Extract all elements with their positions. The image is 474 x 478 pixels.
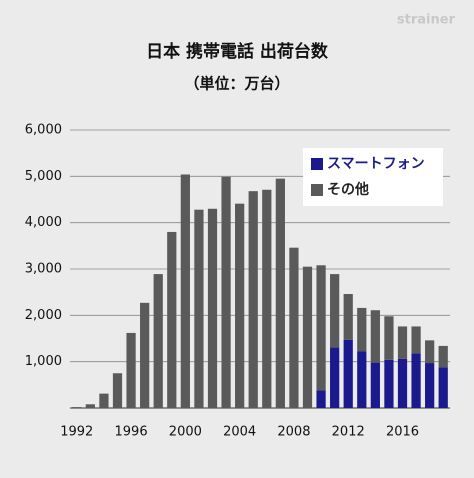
bar-segment xyxy=(343,294,353,340)
bar-segment xyxy=(221,176,231,408)
y-tick-label: 3,000 xyxy=(25,262,62,277)
bar-segment xyxy=(180,174,190,408)
x-tick-label: 1992 xyxy=(60,425,93,440)
legend-label: その他 xyxy=(327,181,369,198)
bar-segment xyxy=(126,332,136,408)
legend-swatch xyxy=(311,184,323,196)
bar-segment xyxy=(438,345,448,368)
bar-segment xyxy=(85,404,95,408)
watermark: strainer xyxy=(397,13,456,28)
bar-segment xyxy=(397,326,408,359)
bar-segment xyxy=(72,407,82,408)
bar-segment xyxy=(411,353,421,408)
bar-segment xyxy=(316,390,326,408)
bar-segment xyxy=(397,358,408,408)
bar-segment xyxy=(384,316,394,360)
bar-segment xyxy=(370,310,380,363)
x-tick-label: 2004 xyxy=(223,425,256,440)
x-tick-label: 2008 xyxy=(277,425,310,440)
x-tick-label: 2000 xyxy=(169,425,202,440)
y-tick-label: 2,000 xyxy=(25,308,62,323)
bar-segment xyxy=(140,302,150,408)
bar-segment xyxy=(438,367,448,408)
bar-segment xyxy=(275,178,285,408)
y-tick-label: 6,000 xyxy=(25,123,62,138)
bar-segment xyxy=(425,363,435,408)
legend-box xyxy=(303,148,443,206)
x-tick-label: 1996 xyxy=(115,425,148,440)
bar-segment xyxy=(357,351,367,408)
bar-segment xyxy=(235,203,245,408)
chart-subtitle: （単位：万台） xyxy=(184,75,289,93)
bar-segment xyxy=(194,209,204,408)
chart-title: 日本 携帯電話 出荷台数 xyxy=(146,41,329,62)
bar-segment xyxy=(112,373,123,408)
bar-segment xyxy=(167,231,177,408)
bar-segment xyxy=(153,274,163,408)
bar-segment xyxy=(316,265,326,391)
bar-segment xyxy=(343,339,353,408)
bar-segment xyxy=(357,307,367,352)
bar-segment xyxy=(99,393,109,408)
bar-segment xyxy=(207,208,218,408)
legend-label: スマートフォン xyxy=(327,156,425,172)
bar-segment xyxy=(248,191,258,408)
bar-segment xyxy=(302,266,313,408)
y-tick-label: 4,000 xyxy=(25,215,62,230)
x-tick-label: 2016 xyxy=(386,425,419,440)
bar-segment xyxy=(330,274,340,348)
bar-segment xyxy=(411,326,421,354)
bar-segment xyxy=(330,347,340,408)
bar-segment xyxy=(370,362,380,408)
bar-segment xyxy=(425,340,435,364)
bar-segment xyxy=(262,189,272,408)
y-tick-label: 5,000 xyxy=(25,169,62,184)
y-tick-label: 1,000 xyxy=(25,354,62,369)
legend-swatch xyxy=(311,158,323,170)
bar-segment xyxy=(289,247,299,408)
bar-segment xyxy=(384,359,394,408)
x-tick-label: 2012 xyxy=(332,425,365,440)
